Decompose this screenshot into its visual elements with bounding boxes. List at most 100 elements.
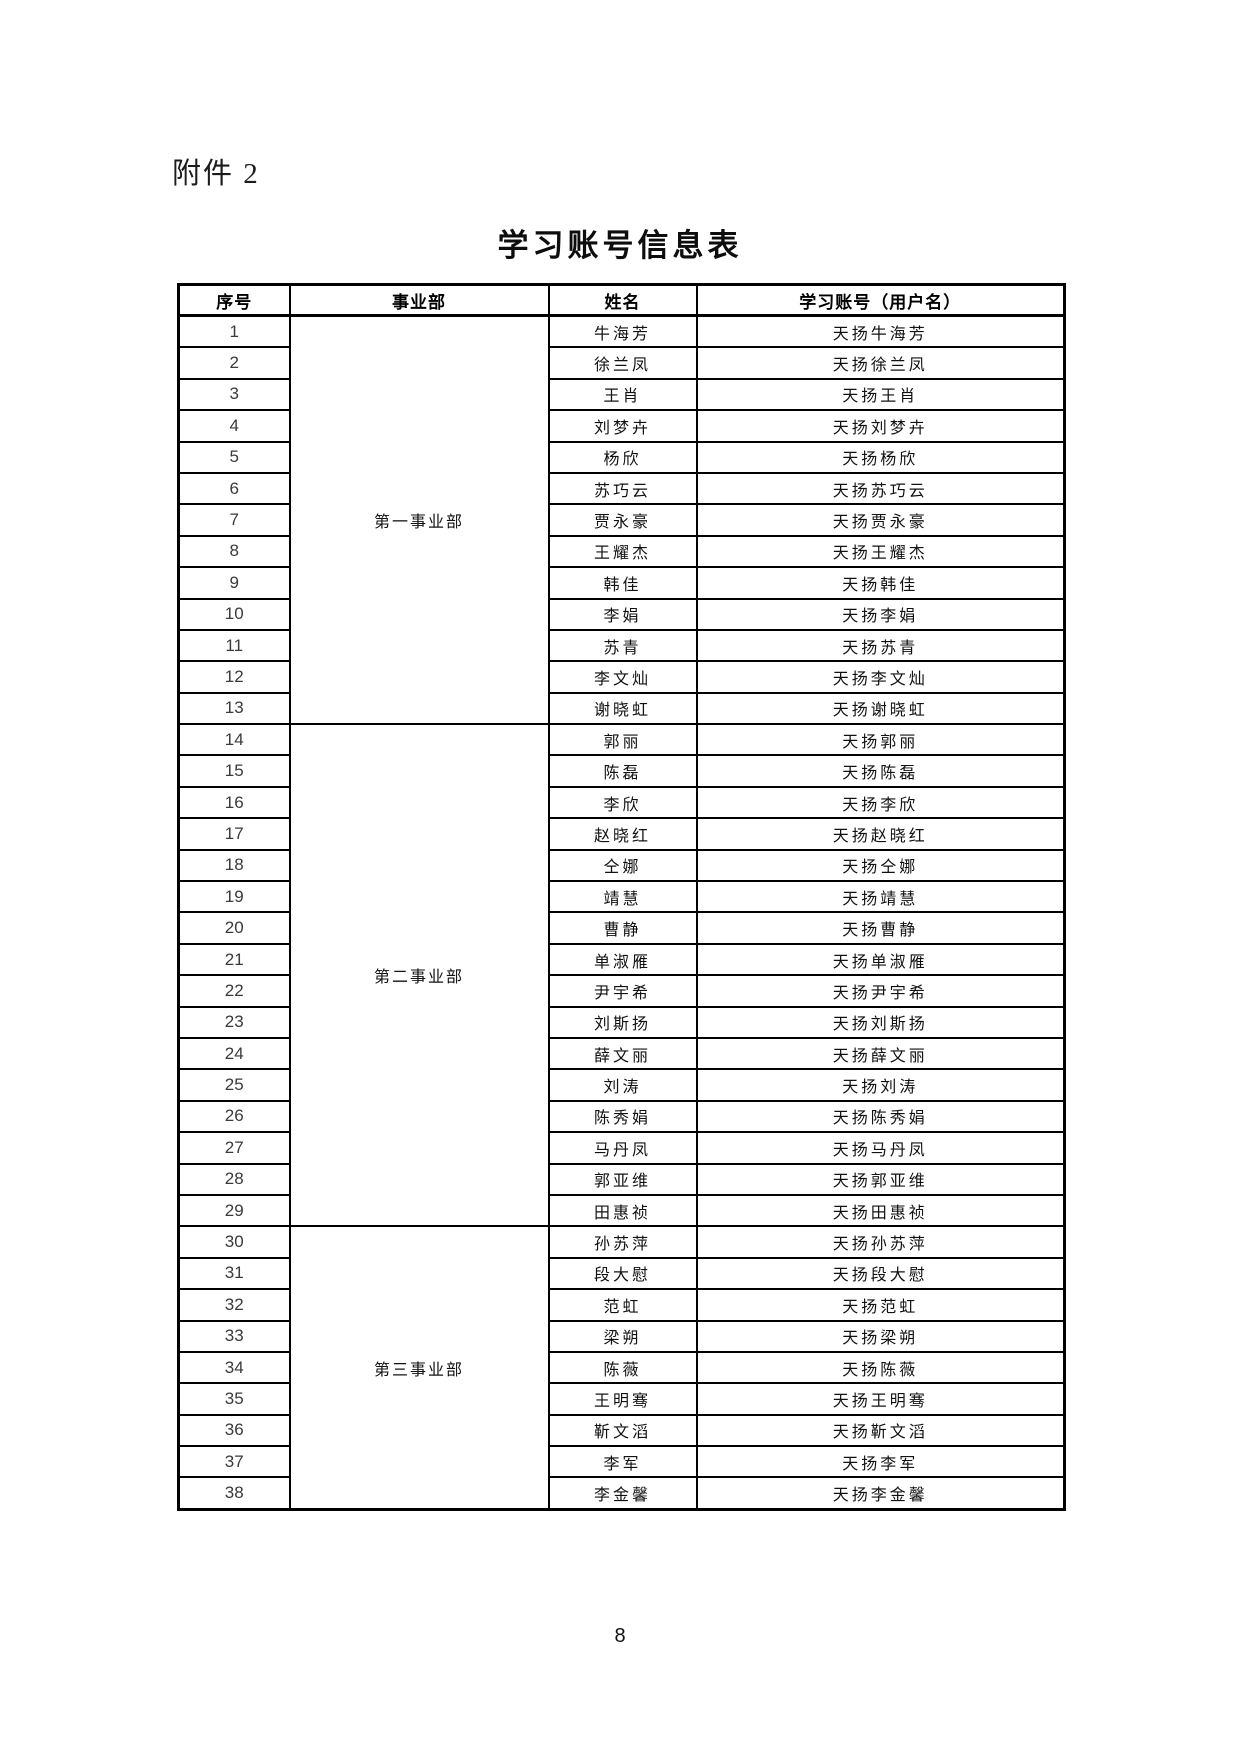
table-row: 5 杨欣 天扬杨欣 [177,440,1066,474]
name-cell: 刘斯扬 [547,1005,698,1039]
name-cell: 苏巧云 [547,471,698,506]
account-cell: 天扬段大慰 [695,1256,1066,1291]
table-body: 1 第一事业部 牛海芳 天扬牛海芳 2 徐兰凤 天扬徐兰凤 3 王肖 天扬王肖 4 刘梦卉 天扬刘梦卉 5… [177,314,1066,1511]
table-row: 23 刘斯扬 天扬刘斯扬 [177,1005,1066,1039]
row-number-cell: 6 [177,471,291,506]
name-cell: 郭丽 [547,723,698,757]
name-cell: 薛文丽 [547,1036,698,1071]
name-cell: 李文灿 [547,660,698,694]
table-row: 9 韩佳 天扬韩佳 [177,566,1066,600]
row-number-cell: 7 [177,503,291,537]
attachment-label: 附件 2 [172,158,260,190]
account-cell: 天扬苏青 [695,628,1066,663]
table-row: 1 第一事业部 牛海芳 天扬牛海芳 [177,314,1066,726]
name-cell: 杨欣 [547,440,698,474]
row-number-cell: 29 [177,1193,291,1228]
name-cell: 单淑雁 [547,942,698,977]
row-number-cell: 32 [177,1288,291,1322]
account-cell: 天扬仝娜 [695,848,1066,883]
name-cell: 韩佳 [547,566,698,600]
account-cell: 天扬靳文滔 [695,1413,1066,1448]
table-row: 20 曹静 天扬曹静 [177,911,1066,945]
table-header: 序号 事业部 姓名 学习账号（用户名） [177,283,1066,317]
department-cell: 第一事业部 [288,314,550,726]
account-cell: 天扬刘涛 [695,1068,1066,1102]
name-cell: 靳文滔 [547,1413,698,1448]
table-row: 11 苏青 天扬苏青 [177,628,1066,663]
table-row: 18 仝娜 天扬仝娜 [177,848,1066,883]
table-row: 15 陈磊 天扬陈磊 [177,754,1066,788]
account-cell: 天扬靖慧 [695,880,1066,914]
table-row: 8 王耀杰 天扬王耀杰 [177,534,1066,569]
account-cell: 天扬苏巧云 [695,471,1066,506]
table-row: 25 刘涛 天扬刘涛 [177,1068,1066,1102]
account-cell: 天扬李军 [695,1445,1066,1479]
name-cell: 陈薇 [547,1350,698,1385]
account-cell: 天扬李文灿 [695,660,1066,694]
row-number-cell: 16 [177,785,291,820]
name-cell: 李娟 [547,597,698,631]
account-cell: 天扬郭丽 [695,723,1066,757]
table-row: 26 陈秀娟 天扬陈秀娟 [177,1099,1066,1134]
row-number-cell: 26 [177,1099,291,1134]
table-row: 2 徐兰凤 天扬徐兰凤 [177,346,1066,380]
header-cell: 学习账号（用户名） [695,283,1066,317]
account-cell: 天扬尹宇希 [695,974,1066,1008]
table-row: 12 李文灿 天扬李文灿 [177,660,1066,694]
name-cell: 谢晓虹 [547,691,698,726]
row-number-cell: 19 [177,880,291,914]
table-row: 19 靖慧 天扬靖慧 [177,880,1066,914]
row-number-cell: 21 [177,942,291,977]
account-cell: 天扬范虹 [695,1288,1066,1322]
account-cell: 天扬马丹凤 [695,1131,1066,1165]
row-number-cell: 3 [177,377,291,412]
page-title: 学习账号信息表 [497,228,743,263]
row-number-cell: 24 [177,1036,291,1071]
table-row: 4 刘梦卉 天扬刘梦卉 [177,409,1066,443]
name-cell: 李欣 [547,785,698,820]
name-cell: 牛海芳 [547,314,698,349]
account-cell: 天扬贾永豪 [695,503,1066,537]
account-cell: 天扬郭亚维 [695,1162,1066,1196]
row-number-cell: 31 [177,1256,291,1291]
row-number-cell: 15 [177,754,291,788]
account-table: 序号 事业部 姓名 学习账号（用户名） 1 第一事业部 牛海芳 天扬牛海芳 2 徐兰凤 天扬徐兰凤… [177,283,1066,1511]
table-row: 16 李欣 天扬李欣 [177,785,1066,820]
account-cell: 天扬韩佳 [695,566,1066,600]
account-cell: 天扬谢晓虹 [695,691,1066,726]
row-number-cell: 27 [177,1131,291,1165]
account-cell: 天扬陈薇 [695,1350,1066,1385]
table-row: 32 范虹 天扬范虹 [177,1288,1066,1322]
row-number-cell: 8 [177,534,291,569]
name-cell: 徐兰凤 [547,346,698,380]
account-cell: 天扬李金馨 [695,1476,1066,1511]
table-container: 序号 事业部 姓名 学习账号（用户名） 1 第一事业部 牛海芳 天扬牛海芳 2 徐兰凤 天扬徐兰凤… [177,283,1066,1511]
row-number-cell: 14 [177,723,291,757]
name-cell: 陈秀娟 [547,1099,698,1134]
name-cell: 仝娜 [547,848,698,883]
name-cell: 范虹 [547,1288,698,1322]
name-cell: 陈磊 [547,754,698,788]
name-cell: 曹静 [547,911,698,945]
name-cell: 王肖 [547,377,698,412]
account-cell: 天扬薛文丽 [695,1036,1066,1071]
row-number-cell: 11 [177,628,291,663]
row-number-cell: 33 [177,1319,291,1353]
name-cell: 马丹凤 [547,1131,698,1165]
table-row: 17 赵晓红 天扬赵晓红 [177,817,1066,851]
table-row: 35 王明骞 天扬王明骞 [177,1382,1066,1416]
row-number-cell: 17 [177,817,291,851]
table-row: 34 陈薇 天扬陈薇 [177,1350,1066,1385]
row-number-cell: 23 [177,1005,291,1039]
name-cell: 苏青 [547,628,698,663]
row-number-cell: 18 [177,848,291,883]
account-cell: 天扬刘梦卉 [695,409,1066,443]
table-row: 29 田惠祯 天扬田惠祯 [177,1193,1066,1228]
table-row: 27 马丹凤 天扬马丹凤 [177,1131,1066,1165]
row-number-cell: 4 [177,409,291,443]
account-cell: 天扬王肖 [695,377,1066,412]
account-cell: 天扬赵晓红 [695,817,1066,851]
table-row: 3 王肖 天扬王肖 [177,377,1066,412]
table-row: 13 谢晓虹 天扬谢晓虹 [177,691,1066,726]
table-row: 28 郭亚维 天扬郭亚维 [177,1162,1066,1196]
